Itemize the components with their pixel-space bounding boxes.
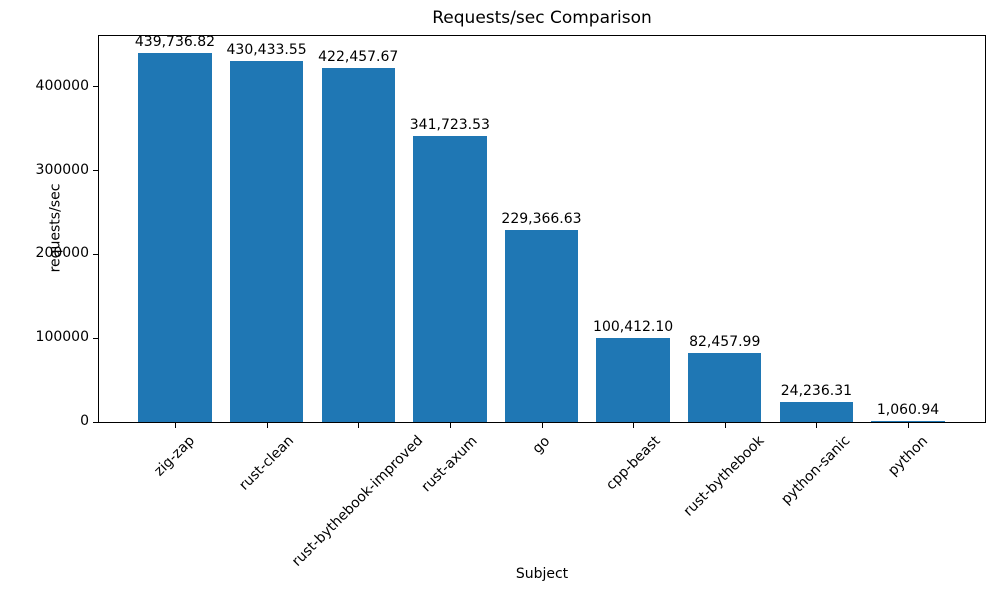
y-tick-mark [93,253,98,255]
x-tick-label: zig-zap [151,432,198,480]
bar-value-label: 430,433.55 [226,42,307,59]
x-tick-label: cpp-beast [602,432,664,494]
x-tick-label: rust-clean [235,432,297,494]
x-tick-mark [633,423,635,428]
x-tick-label: rust-axum [418,433,481,496]
bar-value-label: 1,060.94 [876,402,940,418]
y-tick-mark [93,86,98,88]
bar-python [871,421,945,422]
bar-go [504,229,579,422]
bar-rust-axum [413,135,487,422]
x-tick-label: rust-bythebook-improved [289,432,427,571]
bar-rust-clean [229,61,304,422]
bar-value-label: 422,457.67 [318,48,399,65]
y-tick-mark [93,337,98,339]
chart-title: Requests/sec Comparison [432,8,652,28]
x-tick-label: rust-bythebook [680,433,768,520]
y-tick-label: 0 [80,413,89,429]
y-tick-label: 400000 [35,77,89,94]
y-tick-label: 200000 [35,245,89,262]
x-tick-mark [266,423,268,428]
bar-zig-zap [138,53,212,422]
bar-python-sanic [779,401,854,422]
x-tick-mark [816,423,818,428]
x-tick-mark [541,423,543,428]
x-tick-mark [174,423,176,428]
bar-value-label: 229,366.63 [501,210,582,227]
x-tick-label: python [884,432,931,479]
bar-value-label: 439,736.82 [134,34,216,51]
y-tick-label: 300000 [35,161,89,178]
x-tick-mark [724,423,726,428]
bar-rust-bythebook-improved [321,67,395,422]
x-tick-mark [908,423,910,428]
x-tick-label: go [529,432,554,457]
bar-value-label: 341,723.53 [409,116,490,133]
bar-value-label: 82,457.99 [689,333,761,350]
y-tick-mark [93,421,98,423]
x-tick-mark [449,423,451,428]
x-tick-label: python-sanic [778,432,854,509]
bar-cpp-beast [596,337,670,422]
y-tick-mark [93,170,98,172]
bar-value-label: 24,236.31 [780,382,853,399]
x-axis-label: Subject [515,566,569,582]
y-tick-label: 100000 [35,329,89,346]
bar-value-label: 100,412.10 [593,318,674,335]
x-tick-mark [358,423,360,428]
bar-rust-bythebook [688,352,762,422]
